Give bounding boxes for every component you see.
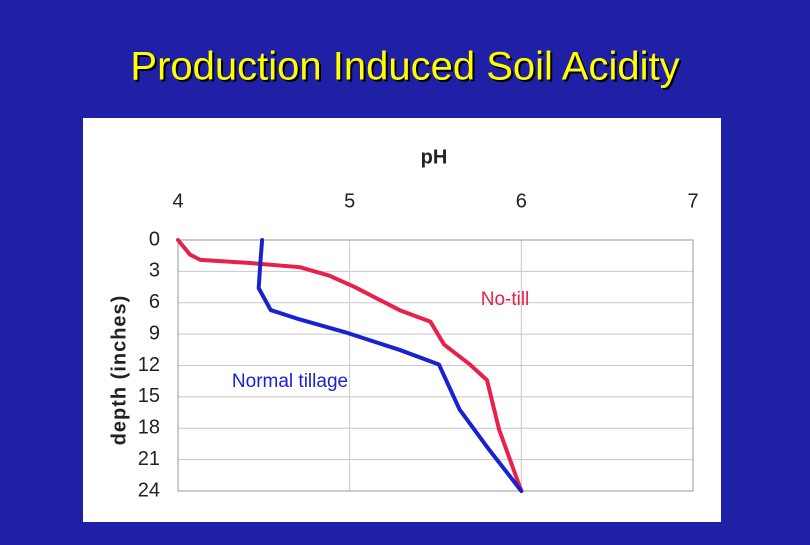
series-line [256,238,524,493]
series-label: Normal tillage [232,371,348,392]
chart-title: Production Induced Soil Acidity [130,45,679,89]
y-tick-label: 12 [138,354,160,376]
y-axis-label: depth (inches) [108,295,130,446]
y-tick-label: 24 [138,479,160,501]
title-shadow: Production Induced Soil Acidity [132,47,681,91]
x-axis-label: pH [421,146,448,168]
y-tick-label: 15 [138,385,160,407]
y-tick-label: 18 [138,417,160,439]
plot-panel [83,118,721,522]
plot-border [177,239,694,492]
x-tick-label: 6 [516,190,527,212]
series-label: No-till [481,289,530,310]
x-tick-label: 4 [172,190,183,212]
y-tick-label: 9 [149,322,160,344]
y-tick-label: 6 [149,291,160,313]
x-tick-label: 5 [344,190,355,212]
series-line [176,238,524,493]
y-tick-label: 0 [149,228,160,250]
y-tick-label: 21 [138,448,160,470]
x-tick-label: 7 [687,190,698,212]
y-tick-label: 3 [149,260,160,282]
